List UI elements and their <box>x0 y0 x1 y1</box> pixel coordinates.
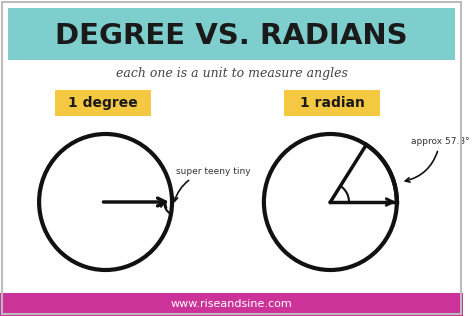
FancyBboxPatch shape <box>55 90 151 116</box>
Text: super teeny tiny: super teeny tiny <box>173 167 250 202</box>
Text: each one is a unit to measure angles: each one is a unit to measure angles <box>116 68 347 81</box>
FancyBboxPatch shape <box>0 293 463 316</box>
Text: approx 57.3°: approx 57.3° <box>405 137 469 182</box>
Text: DEGREE VS. RADIANS: DEGREE VS. RADIANS <box>55 22 408 50</box>
FancyBboxPatch shape <box>284 90 380 116</box>
Text: 1 radian: 1 radian <box>300 96 365 110</box>
Text: www.riseandsine.com: www.riseandsine.com <box>171 299 292 309</box>
Text: 1 degree: 1 degree <box>68 96 137 110</box>
FancyBboxPatch shape <box>8 8 456 60</box>
